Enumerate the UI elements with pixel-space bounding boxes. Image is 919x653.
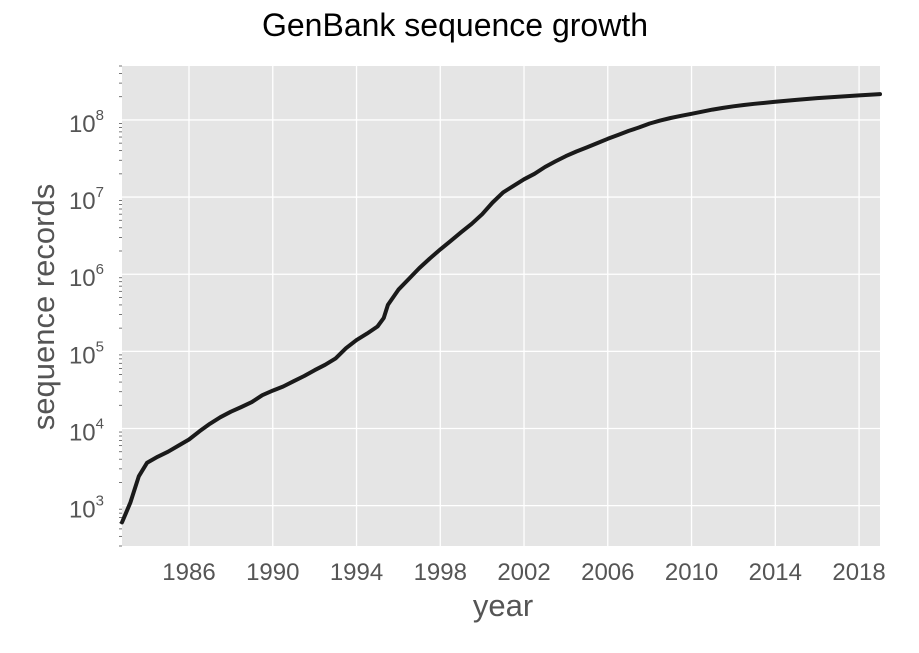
y-tick-base: 10 [69, 342, 96, 369]
y-tick-exponent: 4 [96, 416, 104, 433]
y-tick-label: 108 [69, 107, 104, 138]
x-tick-label: 2002 [497, 559, 550, 586]
x-tick-label: 1986 [162, 559, 215, 586]
x-tick-label: 2006 [581, 559, 634, 586]
y-tick-base: 10 [69, 188, 96, 215]
x-tick-labels: 1986 1990 1994 1998 2002 2006 2010 2014 2018 [162, 559, 885, 586]
x-axis-label: year [473, 588, 533, 623]
x-tick-label: 2018 [832, 559, 885, 586]
y-tick-label: 106 [69, 261, 104, 292]
y-tick-exponent: 5 [96, 338, 104, 355]
x-tick-label: 2014 [749, 559, 802, 586]
x-tick-label: 2010 [665, 559, 718, 586]
x-tick-label: 1990 [246, 559, 299, 586]
minor-ticks [119, 65, 122, 547]
series-line [120, 92, 882, 525]
y-tick-label: 104 [69, 416, 104, 447]
chart-title: GenBank sequence growth [262, 7, 648, 43]
y-tick-base: 10 [69, 111, 96, 138]
y-axis-label: sequence records [26, 184, 61, 430]
y-tick-label: 107 [69, 184, 104, 215]
y-tick-label: 105 [69, 338, 104, 369]
y-tick-label: 103 [69, 493, 104, 524]
plot-area [122, 66, 880, 546]
y-tick-base: 10 [69, 265, 96, 292]
series-layer [120, 92, 882, 525]
x-tick-label: 1994 [330, 559, 383, 586]
y-tick-base: 10 [69, 420, 96, 447]
y-tick-exponent: 8 [96, 107, 104, 124]
y-tick-exponent: 3 [96, 493, 104, 510]
x-tick-label: 1998 [414, 559, 467, 586]
y-tick-exponent: 7 [96, 184, 104, 201]
y-tick-exponent: 6 [96, 261, 104, 278]
y-tick-base: 10 [69, 497, 96, 524]
